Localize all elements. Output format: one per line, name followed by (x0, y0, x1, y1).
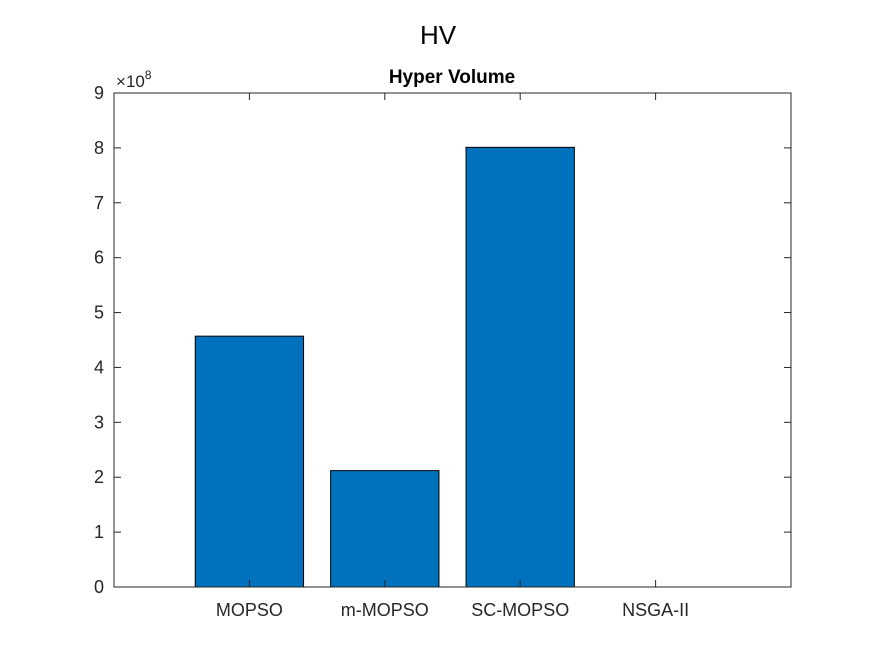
y-tick-label: 3 (94, 412, 104, 432)
x-tick-label: NSGA-II (622, 600, 689, 620)
y-tick-label: 5 (94, 303, 104, 323)
bar-m-mopso (330, 470, 440, 588)
chart-title: Hyper Volume (389, 67, 515, 88)
y-ticks-layer: 0 1 2 3 4 5 6 7 8 9 (94, 83, 791, 597)
y-tick-label: 4 (94, 357, 104, 377)
y-tick-label: 0 (94, 577, 104, 597)
x-ticks-layer: MOPSO m-MOPSO SC-MOPSO NSGA-II (216, 93, 689, 620)
bar-sc-mopso (465, 146, 575, 588)
x-tick-label: m-MOPSO (341, 600, 429, 620)
axes-box (113, 92, 792, 588)
y-tick-label: 9 (94, 83, 104, 103)
y-tick-label: 8 (94, 138, 104, 158)
y-tick-label: 2 (94, 467, 104, 487)
y-tick-label: 6 (94, 248, 104, 268)
figure-title: HV (420, 20, 457, 50)
bars-layer (194, 146, 575, 588)
x-tick-label: MOPSO (216, 600, 283, 620)
y-tick-label: 1 (94, 522, 104, 542)
y-tick-label: 7 (94, 193, 104, 213)
x-tick-label: SC-MOPSO (471, 600, 569, 620)
bar-mopso (194, 335, 305, 588)
axes-layer (113, 92, 792, 588)
y-axis-exponent-label: ×108 (116, 68, 152, 91)
